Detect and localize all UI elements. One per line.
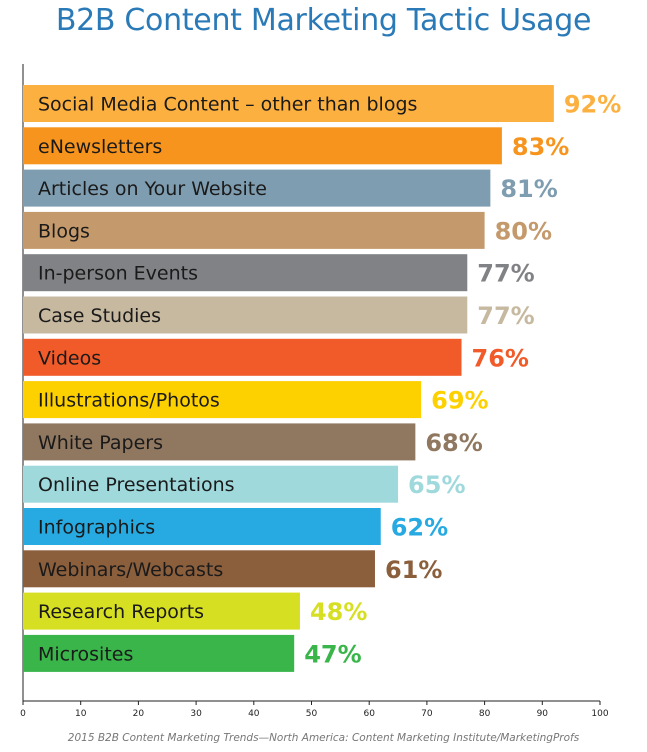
bar-value-label: 47% <box>304 640 361 668</box>
bar-category-label: Microsites <box>38 643 133 665</box>
bar <box>23 85 554 122</box>
bar <box>23 592 300 630</box>
bar <box>23 296 468 334</box>
bar-category-label: Illustrations/Photos <box>38 390 220 412</box>
bar-category-label: White Papers <box>38 432 163 454</box>
x-tick-label: 90 <box>537 709 549 719</box>
bar-value-label: 69% <box>431 387 488 415</box>
bar-category-label: Social Media Content – other than blogs <box>38 94 417 116</box>
bar-category-label: Online Presentations <box>38 474 235 496</box>
bar-category-label: Infographics <box>38 517 155 539</box>
bar-category-label: Articles on Your Website <box>38 178 267 200</box>
bar-value-label: 62% <box>391 514 448 542</box>
x-tick-label: 60 <box>363 709 375 719</box>
bar-value-label: 65% <box>408 471 465 499</box>
bar-value-label: 77% <box>477 260 534 288</box>
bar <box>23 550 375 588</box>
x-tick-label: 10 <box>75 709 87 719</box>
bar-value-label: 76% <box>472 344 529 372</box>
bar-value-label: 81% <box>500 175 557 203</box>
x-tick-label: 80 <box>479 709 491 719</box>
bar-category-label: In-person Events <box>38 263 198 285</box>
bar-category-label: Videos <box>38 347 101 369</box>
bar <box>23 338 462 376</box>
bar-category-label: Case Studies <box>38 305 161 327</box>
bar-value-label: 61% <box>385 556 442 584</box>
bar <box>23 254 468 292</box>
chart-title: B2B Content Marketing Tactic Usage <box>55 3 592 38</box>
bar <box>23 423 416 461</box>
bar <box>23 127 502 165</box>
bar <box>23 465 399 503</box>
bar <box>23 169 491 207</box>
bar-value-label: 83% <box>512 133 569 161</box>
x-tick-label: 20 <box>133 709 145 719</box>
bar-value-label: 92% <box>564 91 621 119</box>
x-tick-label: 40 <box>248 709 260 719</box>
bar-value-label: 80% <box>495 217 552 245</box>
bar <box>23 211 485 249</box>
bar-category-label: eNewsletters <box>38 136 162 158</box>
bar-value-label: 48% <box>310 598 367 626</box>
x-tick-label: 70 <box>421 709 433 719</box>
bar <box>23 634 295 672</box>
x-tick-label: 50 <box>306 709 318 719</box>
x-tick-label: 30 <box>190 709 202 719</box>
bar-category-label: Blogs <box>38 220 90 242</box>
bar-category-label: Webinars/Webcasts <box>38 559 223 581</box>
bar <box>23 381 422 419</box>
x-tick-label: 0 <box>20 709 26 719</box>
bar-category-label: Research Reports <box>38 601 204 623</box>
chart-source: 2015 B2B Content Marketing Trends—North … <box>67 732 580 744</box>
bar <box>23 508 381 545</box>
x-tick-label: 100 <box>591 709 608 719</box>
bar-value-label: 68% <box>425 429 482 457</box>
bar-value-label: 77% <box>477 302 534 330</box>
